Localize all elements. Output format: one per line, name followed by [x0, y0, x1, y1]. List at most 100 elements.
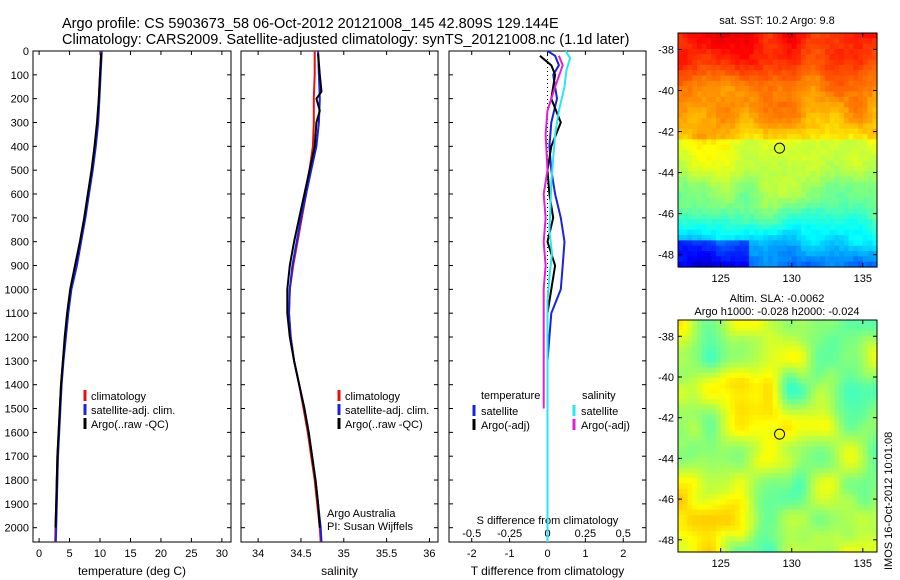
- heatmap-cell: [801, 483, 807, 490]
- heatmap-cell: [829, 64, 835, 71]
- heatmap-cell: [692, 509, 698, 516]
- heatmap-cell: [687, 48, 693, 55]
- heatmap-cell: [744, 123, 750, 130]
- heatmap-cell: [720, 43, 726, 50]
- heatmap-cell: [734, 367, 741, 374]
- heatmap-cell: [810, 504, 817, 511]
- heatmap-cell: [843, 128, 850, 135]
- heatmap-cell: [701, 341, 708, 347]
- heatmap-cell: [786, 472, 793, 479]
- heatmap-cell: [829, 181, 835, 188]
- heatmap-cell: [715, 320, 722, 326]
- heatmap-cell: [829, 229, 835, 236]
- heatmap-cell: [734, 181, 741, 188]
- heatmap-cell: [739, 499, 745, 506]
- x-tick-label: 5: [66, 548, 72, 560]
- heatmap-cell: [853, 425, 859, 432]
- heatmap-cell: [725, 488, 731, 495]
- heatmap-cell: [791, 515, 798, 521]
- heatmap-cell: [696, 134, 703, 140]
- heatmap-cell: [815, 451, 821, 458]
- heatmap-cell: [848, 367, 854, 374]
- heatmap-cell: [829, 504, 835, 511]
- heatmap-cell: [867, 362, 873, 369]
- heatmap-cell: [858, 356, 864, 363]
- heatmap-cell: [772, 187, 779, 194]
- heatmap-cell: [711, 134, 717, 140]
- heatmap-cell: [730, 520, 736, 527]
- heatmap-cell: [791, 478, 798, 485]
- heatmap-cell: [777, 165, 783, 172]
- heatmap-cell: [715, 251, 722, 257]
- heatmap-cell: [701, 472, 708, 479]
- heatmap-cell: [853, 165, 859, 172]
- heatmap-cell: [725, 219, 731, 226]
- heatmap-cell: [696, 504, 703, 511]
- heatmap-cell: [734, 251, 741, 257]
- heatmap-cell: [734, 70, 741, 77]
- heatmap-cell: [862, 494, 869, 500]
- heatmap-cell: [867, 383, 873, 390]
- heatmap-cell: [758, 75, 764, 82]
- heatmap-cell: [734, 378, 741, 384]
- heatmap-cell: [858, 139, 864, 146]
- heatmap-cell: [862, 160, 869, 167]
- heatmap-cell: [810, 530, 817, 537]
- heatmap-cell: [839, 393, 845, 400]
- heatmap-cell: [810, 515, 817, 521]
- heatmap-cell: [730, 388, 736, 395]
- heatmap-cell: [744, 54, 750, 61]
- heatmap-cell: [805, 320, 812, 326]
- heatmap-cell: [786, 203, 793, 210]
- heatmap-cell: [848, 181, 854, 188]
- heatmap-cell: [678, 541, 684, 548]
- heatmap-cell: [730, 139, 736, 146]
- legend-label: Argo(..raw -QC): [91, 419, 169, 431]
- heatmap-cell: [768, 107, 774, 114]
- heatmap-cell: [720, 80, 726, 87]
- heatmap-cell: [758, 96, 764, 103]
- heatmap-cell: [696, 181, 703, 188]
- heatmap-cell: [739, 80, 745, 87]
- heatmap-cell: [848, 478, 854, 485]
- heatmap-cell: [692, 399, 698, 405]
- heatmap-cell: [786, 509, 793, 516]
- heatmap-cell: [730, 75, 736, 82]
- heatmap-cell: [805, 393, 812, 400]
- heatmap-cell: [839, 144, 845, 151]
- heatmap-cell: [839, 451, 845, 458]
- heatmap-cell: [858, 388, 864, 395]
- heatmap-cell: [872, 165, 878, 172]
- heatmap-cell: [725, 420, 731, 427]
- heatmap-cell: [758, 530, 764, 537]
- heatmap-cell: [725, 134, 731, 140]
- heatmap-cell: [763, 197, 769, 204]
- heatmap-cell: [805, 192, 812, 199]
- heatmap-cell: [872, 388, 878, 395]
- heatmap-cell: [848, 229, 854, 236]
- heatmap-cell: [791, 123, 798, 130]
- map-y-tick-label: -42: [658, 413, 674, 425]
- heatmap-cell: [715, 430, 722, 437]
- heatmap-cell: [739, 64, 745, 71]
- heatmap-cell: [772, 414, 779, 421]
- heatmap-cell: [701, 165, 708, 172]
- heatmap-cell: [701, 80, 708, 87]
- heatmap-cell: [834, 351, 840, 358]
- heatmap-cell: [858, 160, 864, 167]
- heatmap-cell: [872, 325, 878, 332]
- heatmap-cell: [711, 150, 717, 156]
- heatmap-cell: [744, 192, 750, 199]
- heatmap-cell: [772, 341, 779, 347]
- heatmap-cell: [701, 240, 708, 247]
- heatmap-cell: [678, 150, 684, 156]
- heatmap-cell: [749, 446, 755, 453]
- heatmap-cell: [848, 256, 854, 263]
- heatmap-cell: [768, 383, 774, 390]
- heatmap-cell: [796, 441, 802, 448]
- heatmap-cell: [786, 515, 793, 521]
- heatmap-cell: [853, 436, 859, 442]
- heatmap-cell: [862, 165, 869, 172]
- heatmap-cell: [749, 134, 755, 140]
- heatmap-cell: [772, 467, 779, 474]
